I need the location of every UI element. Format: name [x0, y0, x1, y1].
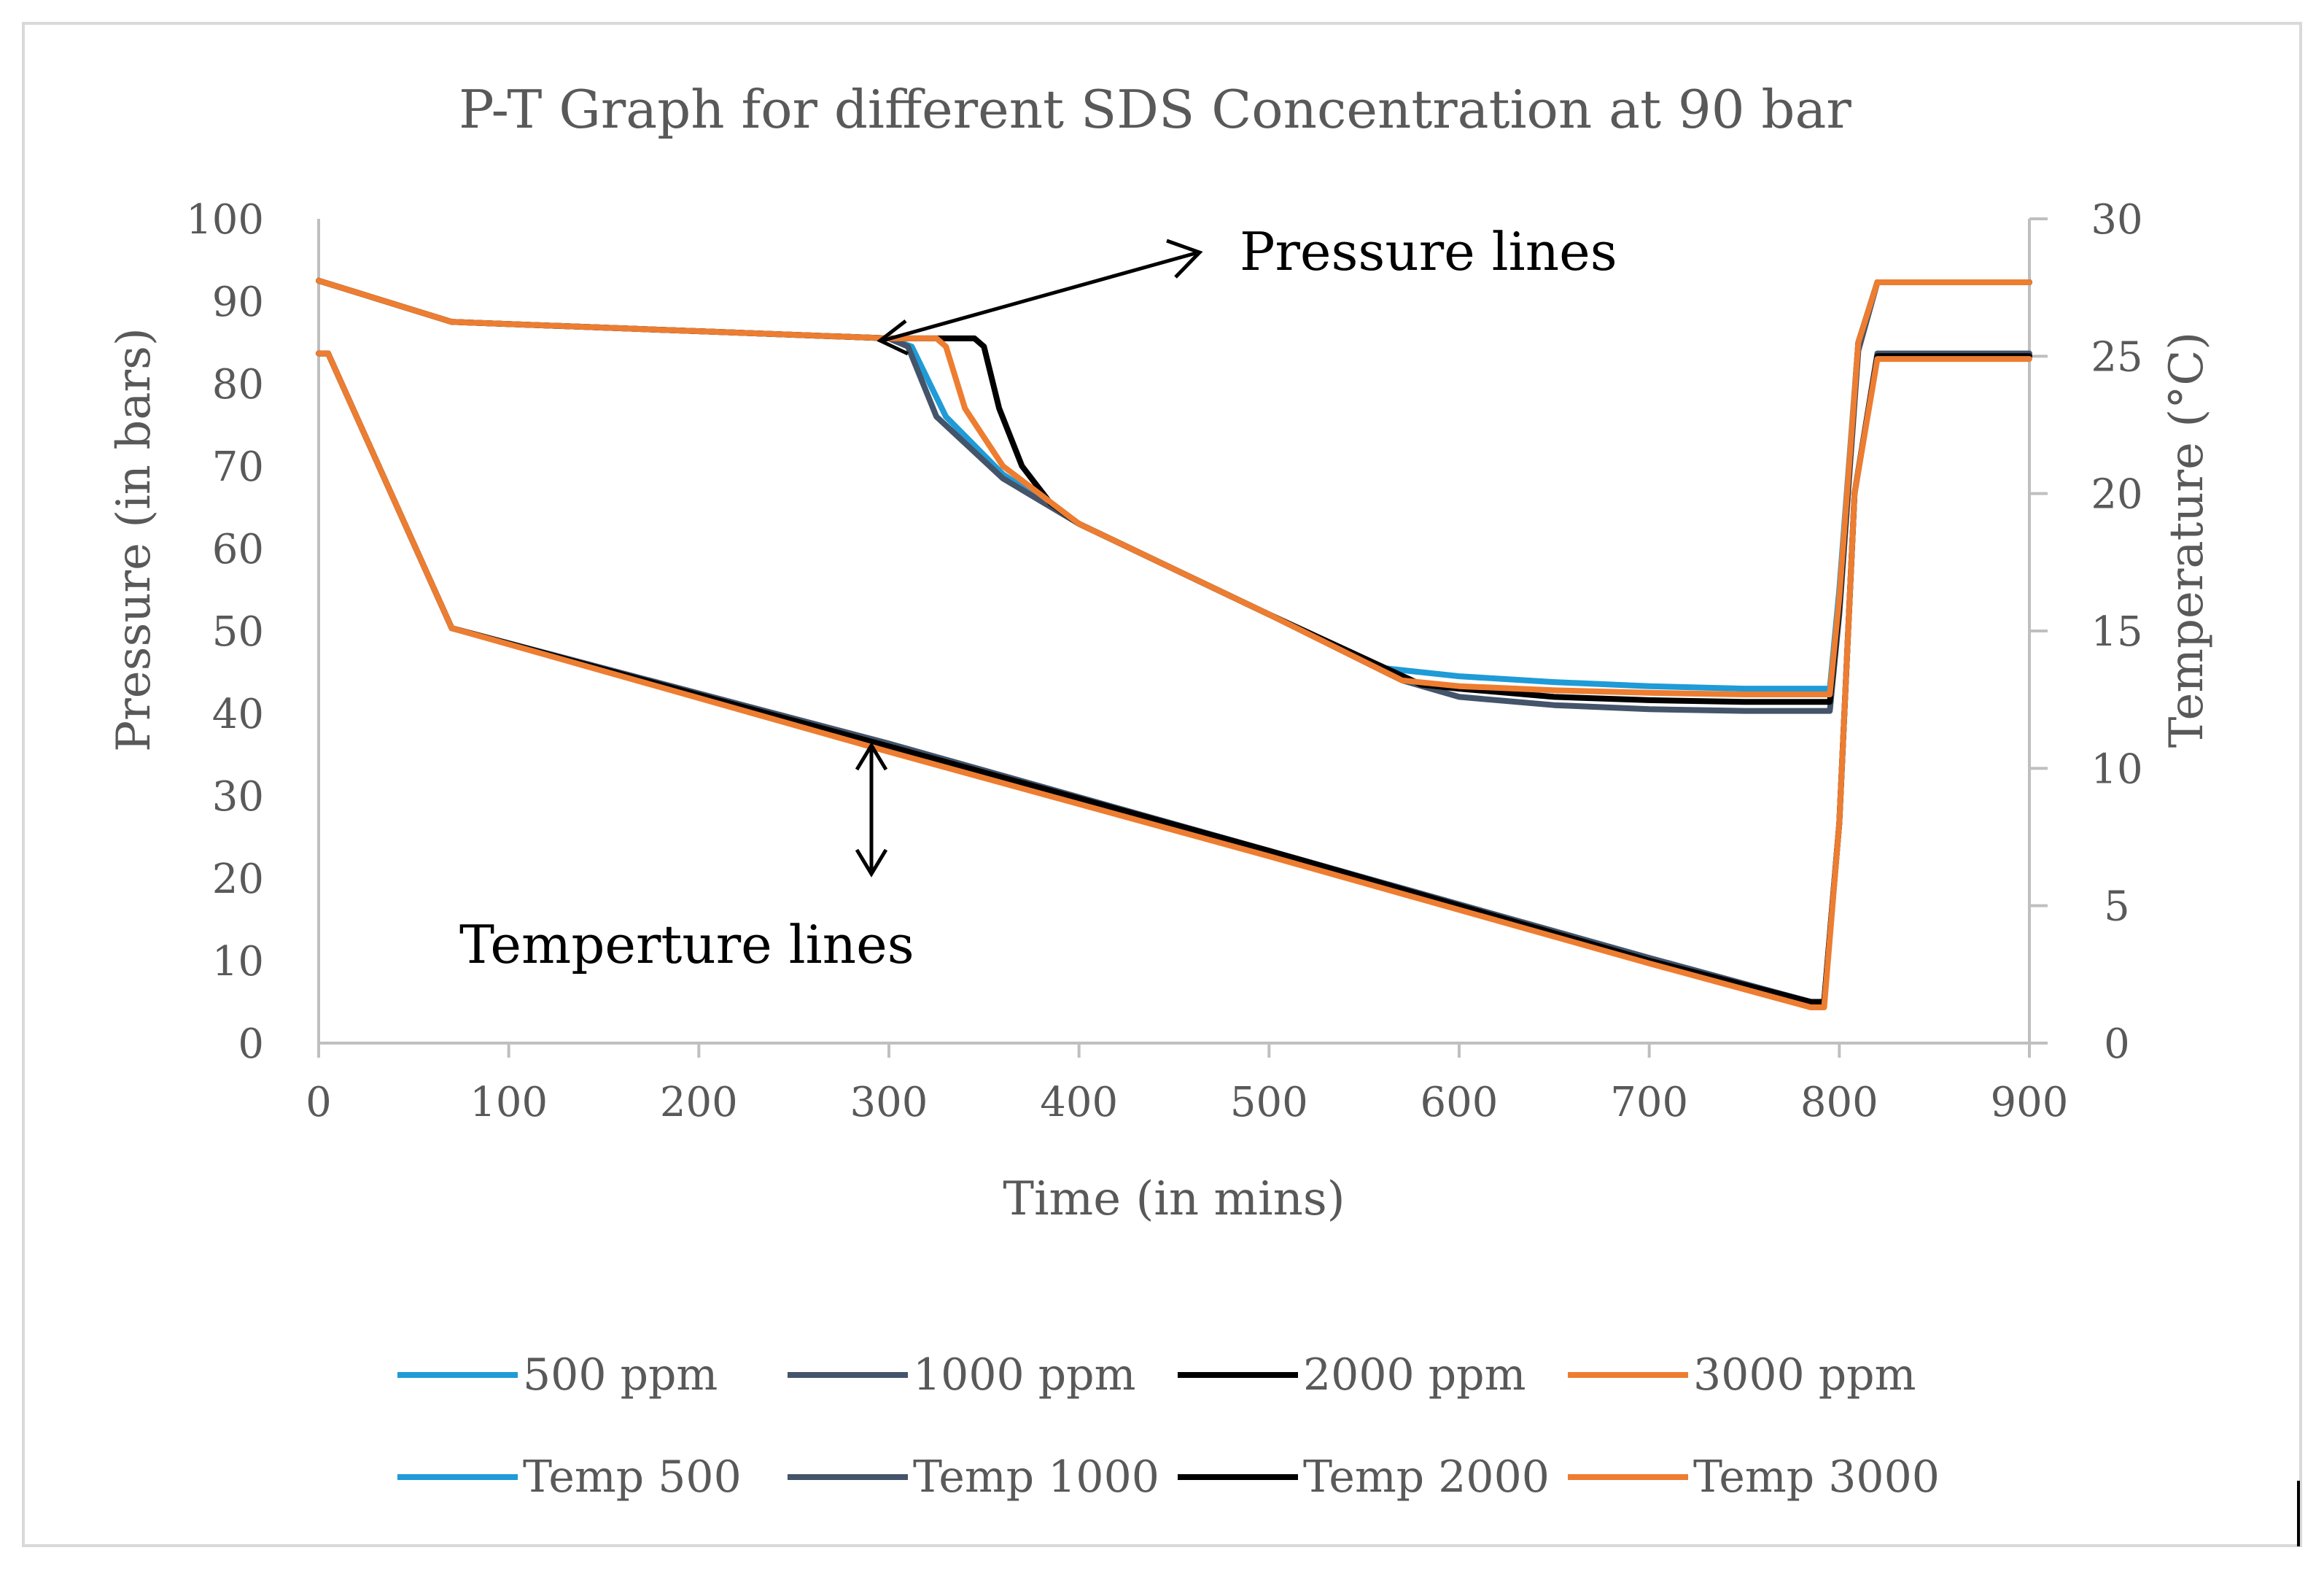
y2-tick-label: 25 — [2091, 333, 2142, 381]
legend-label-1000-ppm: 1000 ppm — [913, 1349, 1135, 1401]
y2-tick-label: 0 — [2104, 1020, 2130, 1068]
x-axis-title: Time (in mins) — [1003, 1172, 1345, 1226]
y-tick-label: 20 — [212, 856, 264, 903]
y2-axis-title: Temperature (°C) — [2160, 332, 2214, 748]
x-tick-label: 100 — [470, 1079, 548, 1126]
annotation-pressure-arrow-tail — [877, 319, 909, 356]
legend-label-temp-2000: Temp 2000 — [1303, 1452, 1550, 1503]
chart-frame — [22, 22, 2302, 1547]
legend-label-2000-ppm: 2000 ppm — [1303, 1349, 1526, 1401]
legend: 500 ppm 1000 ppm 2000 ppm 3000 ppm Temp 500 T… — [397, 1349, 1940, 1503]
series-line-3000-ppm — [316, 277, 2032, 697]
series-line-temp-2000 — [316, 350, 2032, 1005]
y2-tick-label: 15 — [2091, 608, 2142, 656]
series-line-temp-3000 — [316, 350, 2032, 1010]
series-line-temp-1000 — [316, 350, 2032, 1005]
annotation-pressure-arrow-shaft — [882, 251, 1197, 343]
y2-tick-label: 10 — [2091, 745, 2142, 793]
x-tick-label: 900 — [1991, 1079, 2069, 1126]
y2-tick-label: 20 — [2091, 471, 2142, 519]
x-tick-label: 500 — [1230, 1079, 1308, 1126]
y-tick-label: 80 — [212, 361, 264, 408]
y2-tick-label: 5 — [2104, 883, 2130, 931]
series-layer — [316, 277, 2032, 1010]
annotation-pressure-lines: Pressure lines — [1240, 221, 1617, 282]
chart-title: P-T Graph for different SDS Concentratio… — [459, 79, 1851, 140]
legend-label-temp-1000: Temp 1000 — [913, 1452, 1159, 1503]
y-tick-label: 10 — [212, 938, 264, 985]
annotation-temperature-arrow-up — [855, 742, 888, 771]
series-line-500-ppm — [316, 277, 2032, 692]
y-tick-label: 60 — [212, 526, 264, 573]
y2-tick-label: 30 — [2091, 196, 2142, 244]
y-tick-label: 40 — [212, 691, 264, 738]
x-tick-label: 700 — [1610, 1079, 1688, 1126]
y-tick-label: 90 — [212, 279, 264, 326]
legend-label-temp-3000: Temp 3000 — [1693, 1452, 1940, 1503]
y-tick-label: 70 — [212, 443, 264, 491]
x-tick-label: 800 — [1800, 1079, 1878, 1126]
y-tick-label: 50 — [212, 608, 264, 656]
series-line-2000-ppm — [316, 277, 2032, 705]
axes: 0 100 200 300 400 500 600 700 800 900010203040506… — [186, 196, 2143, 1126]
x-tick-label: 0 — [306, 1079, 332, 1126]
series-line-1000-ppm — [316, 277, 2032, 714]
legend-label-3000-ppm: 3000 ppm — [1693, 1349, 1916, 1401]
x-tick-label: 200 — [660, 1079, 738, 1126]
y-tick-label: 0 — [238, 1020, 264, 1068]
series-line-temp-500 — [316, 350, 2032, 1005]
x-tick-label: 300 — [850, 1079, 928, 1126]
x-tick-label: 400 — [1040, 1079, 1118, 1126]
legend-label-500-ppm: 500 ppm — [523, 1349, 718, 1401]
x-tick-label: 600 — [1421, 1079, 1499, 1126]
y-tick-label: 100 — [186, 196, 264, 244]
annotation-pressure-arrow-head — [1166, 239, 1203, 279]
y-tick-label: 30 — [212, 773, 264, 821]
edge-mark — [2297, 1481, 2300, 1546]
annotation-temperature-lines: Temperture lines — [459, 914, 914, 975]
legend-label-temp-500: Temp 500 — [523, 1452, 742, 1503]
y-axis-title: Pressure (in bars) — [107, 328, 161, 752]
annotation-temperature-arrow-down — [855, 848, 888, 878]
